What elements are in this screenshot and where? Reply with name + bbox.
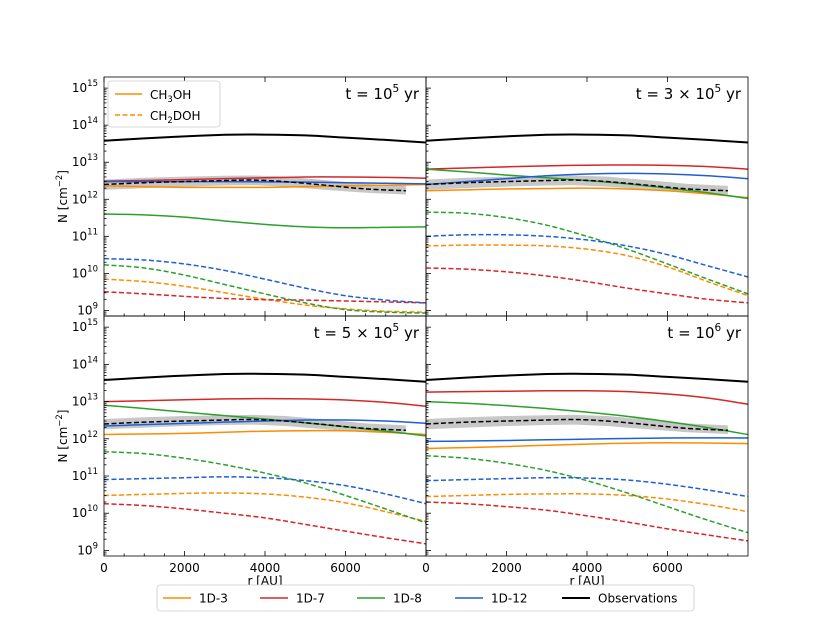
y-tick-label: 1012 <box>72 430 98 446</box>
panel-2: t = 3 × 105 yr <box>425 76 749 317</box>
series-observations-ch3oh <box>426 372 748 383</box>
plot-area <box>426 133 748 304</box>
obs-ch2doh-band <box>104 414 406 434</box>
series-observations-ch3oh <box>104 372 426 383</box>
panel-1: 109 1010 1011 1012 1013 1014 1015 N [cm−2] t = 1… <box>55 76 427 317</box>
series-1d-12-ch2doh <box>426 233 748 278</box>
series-1d-3-ch2doh <box>104 492 426 523</box>
series-1d-8-ch3oh <box>104 213 426 229</box>
series-1d-8-ch3oh <box>104 404 426 437</box>
x-tick-label: 0 <box>422 561 430 575</box>
series-observations-ch3oh <box>104 133 426 144</box>
panel-frame <box>103 315 427 557</box>
series-observations-ch3oh <box>426 133 748 144</box>
series-observations-ch2doh <box>426 179 728 192</box>
y-tick-label: 109 <box>77 541 98 557</box>
y-tick-label: 1010 <box>72 504 98 520</box>
panel-title: t = 106 yr <box>667 322 741 342</box>
series-1d-7-ch2doh <box>104 502 426 545</box>
series-observations-ch2doh <box>426 418 728 431</box>
series-1d-12-ch3oh <box>426 172 748 186</box>
model-legend-box <box>156 584 695 612</box>
species-legend-box <box>107 80 221 128</box>
x-axis-label: r [AU] <box>247 574 282 588</box>
series-1d-3-ch2doh <box>426 244 748 297</box>
series-1d-3-ch3oh <box>104 183 426 189</box>
series-1d-12-ch3oh <box>104 419 426 427</box>
series-1d-3-ch3oh <box>426 187 748 199</box>
x-tick-label: 6000 <box>330 561 361 575</box>
panel-title: t = 3 × 105 yr <box>636 83 742 103</box>
plot-area <box>104 133 426 314</box>
y-tick-label: 1012 <box>72 190 98 206</box>
panel-3: 109 1010 1011 1012 1013 1014 1015 N [cm−2] 0 2000… <box>55 315 427 588</box>
x-tick-label: 4000 <box>572 561 603 575</box>
series-1d-8-ch3oh <box>426 400 748 436</box>
x-tick-label: 2000 <box>169 561 200 575</box>
series-1d-7-ch2doh <box>426 267 748 304</box>
x-tick-label: 6000 <box>652 561 683 575</box>
plot-area <box>104 372 426 545</box>
series-1d-12-ch3oh <box>426 437 748 443</box>
legend-label: 1D-7 <box>296 592 325 606</box>
y-tick-label: 1015 <box>72 79 98 95</box>
y-tick-label: 1013 <box>72 393 98 409</box>
y-tick-label: 1014 <box>72 116 98 132</box>
panel-title: t = 105 yr <box>345 83 419 103</box>
y-axis-label: N [cm−2] <box>55 410 70 463</box>
y-axis-label: N [cm−2] <box>55 170 70 223</box>
legend-label: 1D-8 <box>393 592 422 606</box>
series-1d-7-ch3oh <box>426 164 748 170</box>
series-1d-3-ch2doh <box>104 278 426 313</box>
series-1d-8-ch2doh <box>104 264 426 314</box>
model-legend: 1D-3 1D-7 1D-8 1D-12 Observations <box>156 584 695 612</box>
legend-label: 1D-12 <box>491 592 527 606</box>
y-tick-label: 1015 <box>72 318 98 334</box>
obs-ch2doh-band <box>426 414 728 434</box>
series-1d-12-ch2doh <box>426 476 748 498</box>
y-tick-label: 1011 <box>72 227 98 243</box>
x-tick-label: 2000 <box>491 561 522 575</box>
x-tick-label: 4000 <box>250 561 281 575</box>
series-observations-ch2doh <box>104 179 406 192</box>
panel-title: t = 5 × 105 yr <box>314 322 420 342</box>
series-1d-3-ch2doh <box>426 493 748 513</box>
series-1d-7-ch2doh <box>104 290 426 304</box>
series-1d-8-ch2doh <box>426 211 748 295</box>
y-tick-label: 1014 <box>72 355 98 371</box>
series-1d-7-ch3oh <box>104 176 426 182</box>
y-tick-label: 1013 <box>72 153 98 169</box>
species-legend: CH3OH CH2DOH <box>107 80 221 128</box>
series-1d-12-ch2doh <box>104 476 426 505</box>
panel-4: 0 2000 4000 6000 r [AU] t = 106 yr <box>422 315 749 588</box>
series-1d-7-ch3oh <box>104 397 426 407</box>
x-axis-label: r [AU] <box>569 574 604 588</box>
series-1d-8-ch2doh <box>104 450 426 524</box>
plot-area <box>426 372 748 542</box>
series-1d-12-ch3oh <box>104 180 426 185</box>
panel-frame <box>425 315 749 557</box>
panel-frame <box>425 76 749 317</box>
y-tick-label: 1011 <box>72 467 98 483</box>
series-observations-ch2doh <box>104 418 406 431</box>
series-1d-3-ch3oh <box>104 429 426 436</box>
legend-label: 1D-3 <box>199 592 228 606</box>
series-1d-7-ch3oh <box>426 389 748 405</box>
series-1d-8-ch2doh <box>426 455 748 534</box>
series-1d-3-ch3oh <box>426 442 748 450</box>
x-tick-label: 0 <box>100 561 108 575</box>
y-tick-label: 109 <box>77 301 98 317</box>
y-tick-label: 1010 <box>72 264 98 280</box>
series-1d-12-ch2doh <box>104 257 426 304</box>
series-1d-7-ch2doh <box>426 501 748 542</box>
species-legend-label: CH3OH <box>150 88 191 105</box>
legend-label: Observations <box>598 592 677 606</box>
species-legend-label: CH2DOH <box>150 109 201 126</box>
